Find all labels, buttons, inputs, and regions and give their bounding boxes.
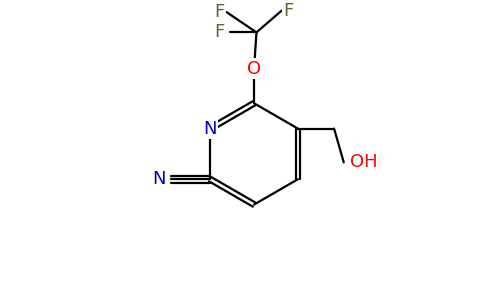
Text: F: F [214, 23, 225, 41]
Text: O: O [247, 60, 261, 78]
Text: OH: OH [350, 153, 378, 171]
Text: N: N [203, 120, 217, 138]
Text: F: F [214, 3, 225, 21]
Text: F: F [284, 2, 294, 20]
Text: N: N [152, 170, 166, 188]
